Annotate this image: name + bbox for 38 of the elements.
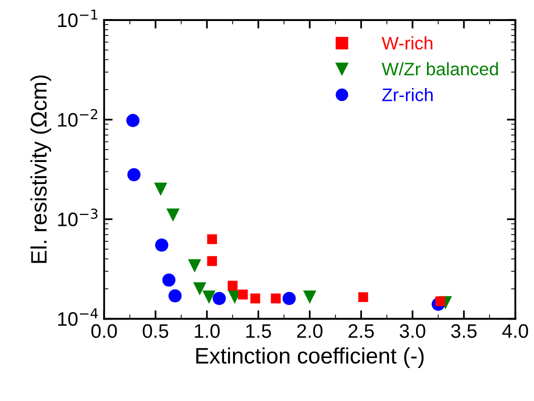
- point: [435, 296, 446, 306]
- point: [155, 238, 168, 252]
- y-tick-label: 10$^{−3}$: [58, 208, 98, 226]
- point: [154, 182, 168, 196]
- point: [207, 256, 217, 266]
- point: [202, 290, 216, 304]
- point: [282, 292, 296, 306]
- x-tick-label: 2.0: [297, 324, 322, 338]
- point: [303, 290, 316, 304]
- x-tick-label: 0.0: [91, 324, 117, 338]
- legend-label: W/Zr balanced: [382, 62, 498, 76]
- x-tick-label: 1.5: [246, 324, 272, 338]
- point: [270, 294, 281, 304]
- x-axis-title: Extinction coefficient (-): [196, 347, 424, 368]
- point: [238, 290, 248, 300]
- x-tick-label: 1.0: [194, 324, 220, 338]
- y-tick-label: 10$^{−1}$: [58, 10, 98, 28]
- y-tick-label: 10$^{−2}$: [58, 108, 98, 127]
- legend-label: Zr-rich: [382, 88, 433, 102]
- x-tick-label: 3.0: [400, 324, 426, 338]
- point: [166, 208, 180, 222]
- point: [212, 292, 226, 306]
- x-tick-label: 3.5: [451, 324, 477, 338]
- point: [126, 114, 140, 128]
- point: [228, 280, 238, 291]
- point: [207, 234, 217, 244]
- point: [193, 282, 206, 296]
- x-tick-label: 4.0: [502, 324, 528, 338]
- x-tick-label: 2.5: [348, 324, 374, 338]
- point: [358, 292, 368, 302]
- point: [188, 259, 202, 272]
- point: [168, 289, 182, 302]
- y-axis-title: El. resistivity (Ωcm): [30, 75, 52, 263]
- x-tick-label: 0.5: [142, 324, 168, 338]
- point: [250, 294, 260, 304]
- legend-label: W-rich: [382, 36, 432, 50]
- point: [127, 168, 141, 182]
- point: [162, 273, 176, 287]
